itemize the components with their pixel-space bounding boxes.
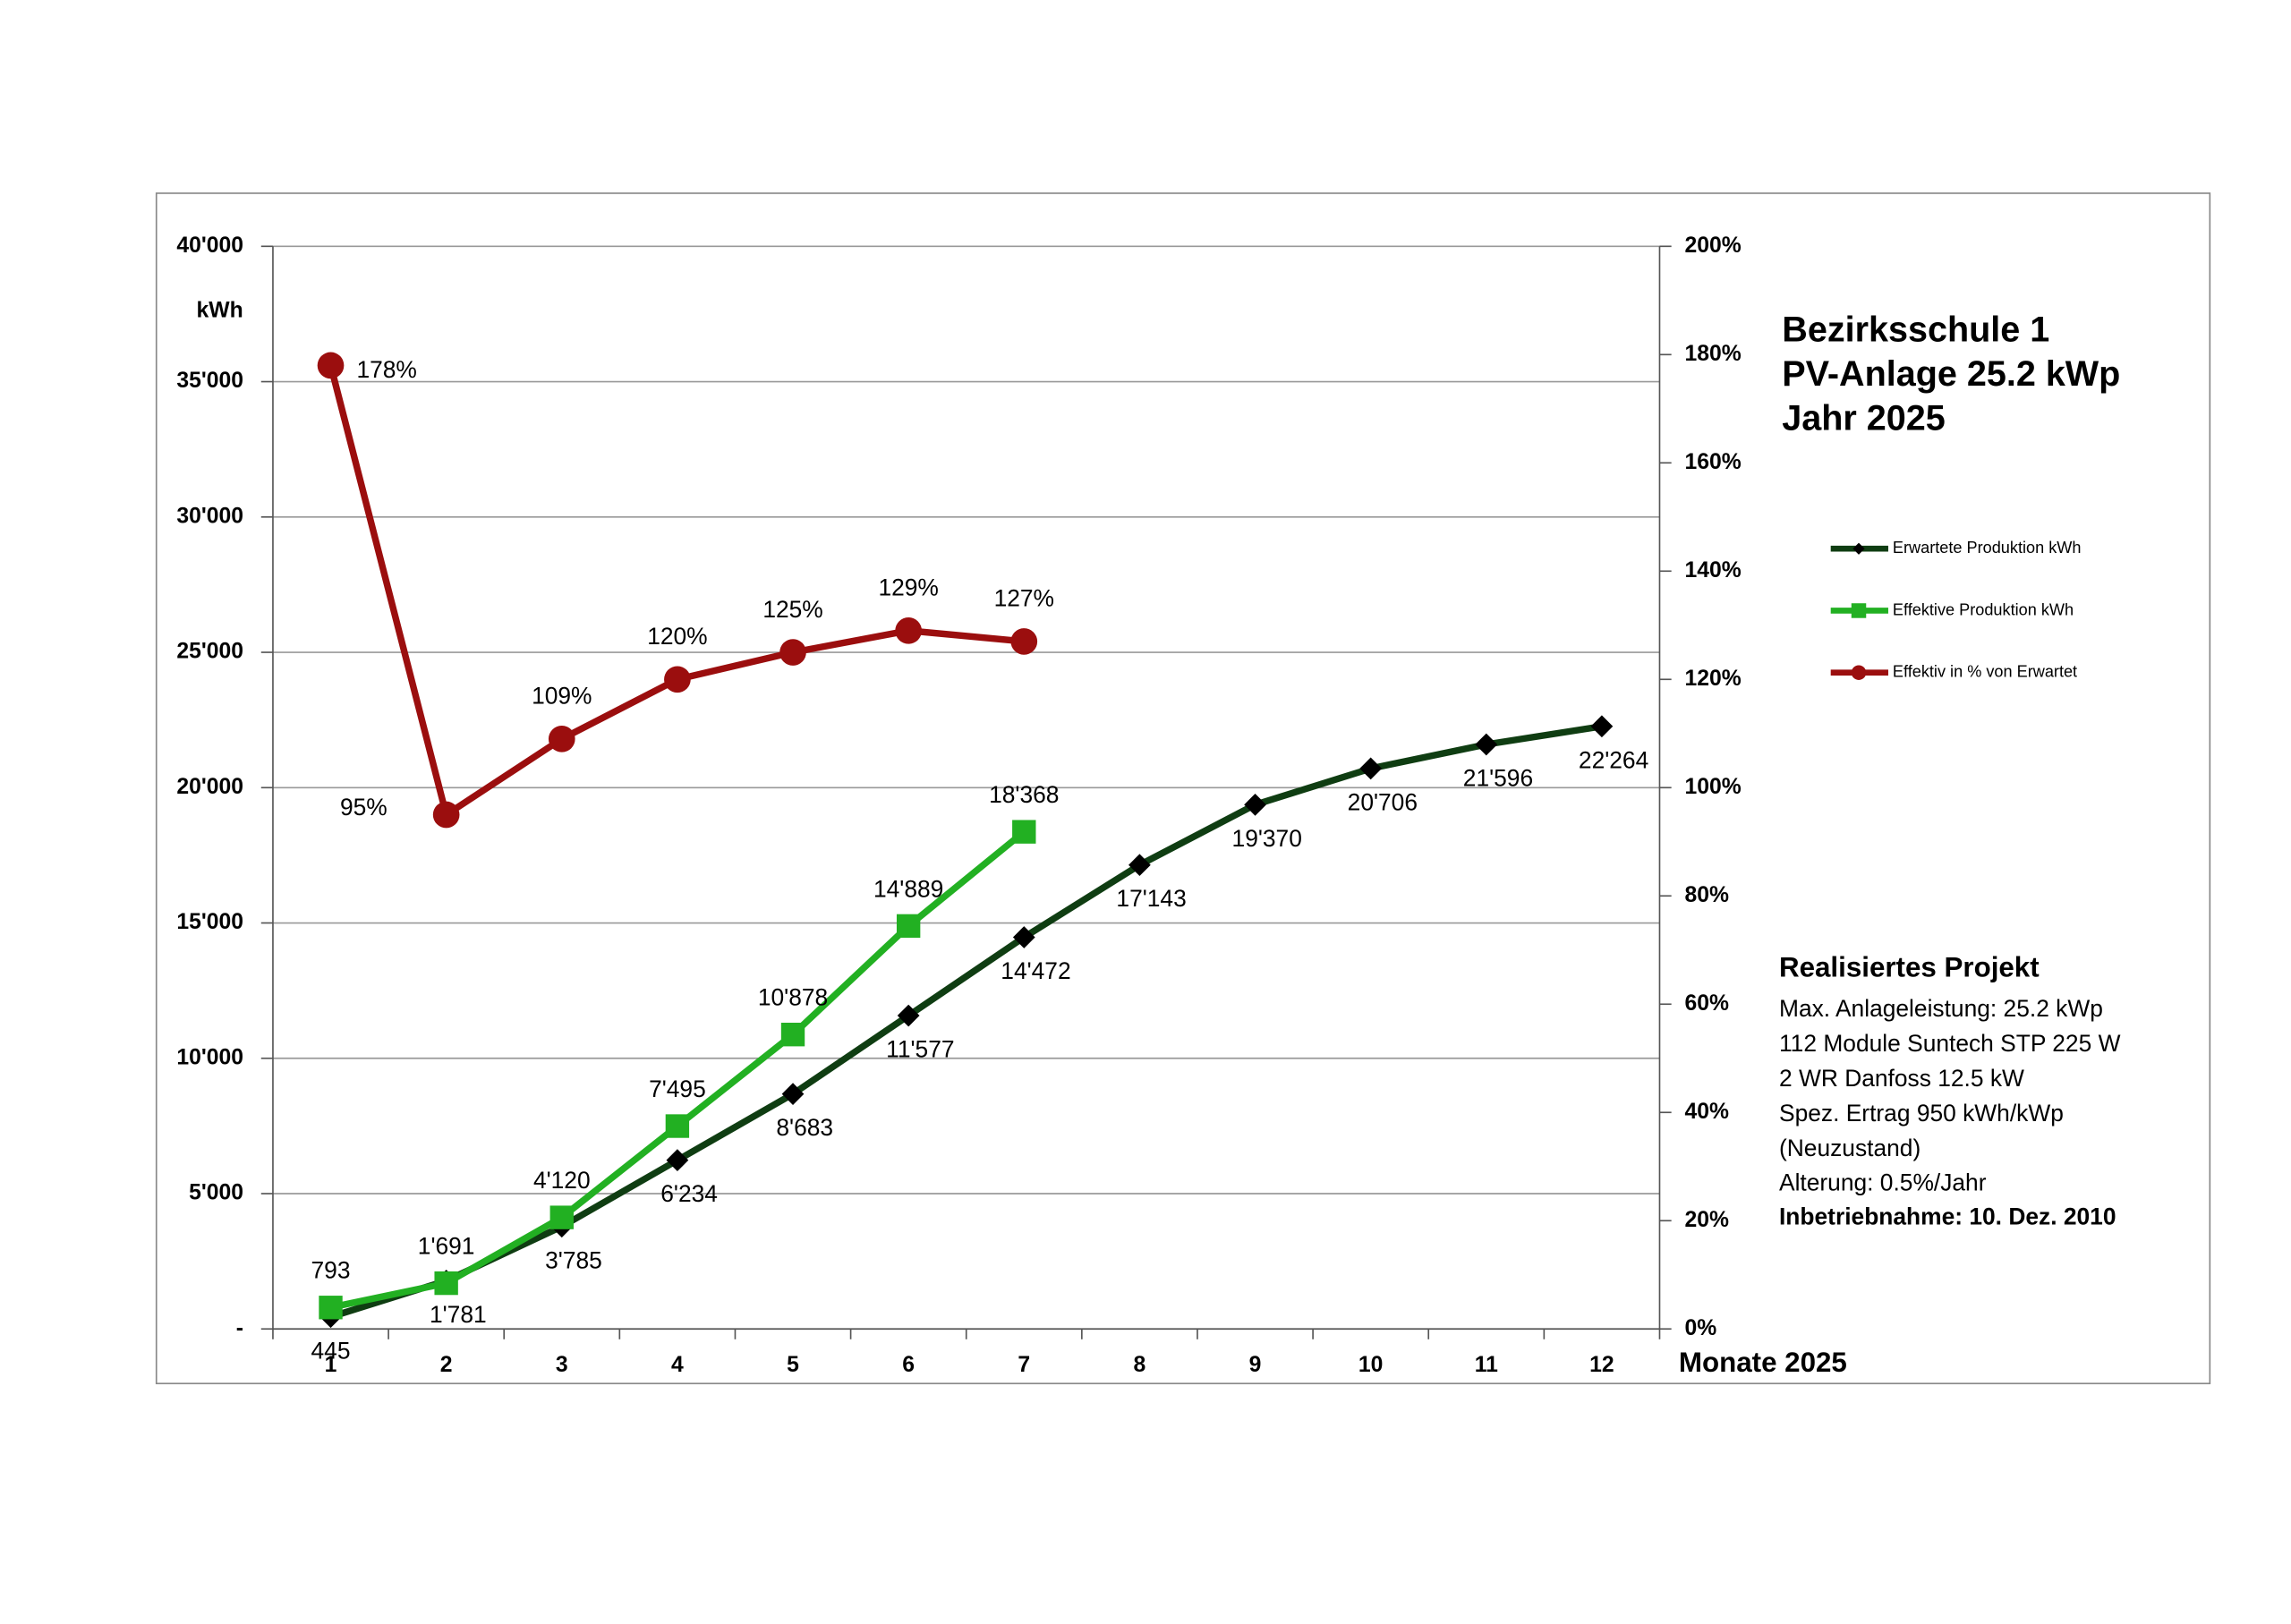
legend-label: Erwartete Produktion kWh [1893, 539, 2082, 557]
data-label: 20'706 [1348, 788, 1418, 815]
data-label: 8'683 [776, 1114, 833, 1141]
x-tick-label: 3 [556, 1353, 568, 1377]
y-tick-label: 15'000 [176, 910, 243, 934]
data-label: 7'495 [649, 1076, 706, 1102]
annotation-line: Alterung: 0.5%/Jahr [1779, 1169, 1987, 1196]
y-tick-label: 5'000 [189, 1181, 243, 1205]
x-tick-label: 7 [1018, 1353, 1030, 1377]
y-tick-label: - [236, 1316, 243, 1340]
annotation-footer: Inbetriebnahme: 10. Dez. 2010 [1779, 1203, 2116, 1230]
data-point [897, 1004, 920, 1027]
x-tick-label: 2 [440, 1353, 453, 1377]
data-point [779, 639, 806, 666]
y2-tick-label: 80% [1684, 883, 1728, 907]
x-tick-label: 6 [902, 1353, 915, 1377]
data-point [1475, 733, 1498, 756]
data-label: 120% [647, 623, 707, 650]
data-point [549, 1205, 574, 1229]
data-point [548, 725, 575, 752]
y-tick-label: 30'000 [176, 504, 243, 528]
y-tick-label: 25'000 [176, 640, 243, 664]
x-tick-label: 5 [787, 1353, 799, 1377]
x-tick-label: 1 [325, 1353, 337, 1377]
data-label: 14'889 [873, 875, 943, 902]
data-point [895, 616, 922, 644]
data-label: 18'368 [989, 781, 1059, 808]
x-tick-label: 9 [1249, 1353, 1262, 1377]
annotation-line: Spez. Ertrag 950 kWh/kWp [1779, 1100, 2064, 1127]
x-axis-label: Monate 2025 [1679, 1347, 1847, 1378]
y-tick-label: 40'000 [176, 234, 243, 258]
chart-title: PV-Anlage 25.2 kWp [1782, 354, 2120, 394]
x-tick-label: 10 [1358, 1353, 1384, 1377]
data-label: 1'691 [418, 1233, 475, 1260]
legend-label: Effektiv in % von Erwartet [1893, 662, 2077, 680]
x-tick-label: 8 [1134, 1353, 1146, 1377]
y2-tick-label: 60% [1684, 991, 1728, 1016]
data-label: 125% [762, 596, 822, 623]
y2-tick-label: 0% [1684, 1316, 1716, 1340]
data-label: 445 [311, 1337, 351, 1364]
data-point [434, 1271, 458, 1296]
y2-tick-label: 100% [1684, 775, 1741, 799]
data-label: 4'120 [533, 1167, 591, 1194]
data-label: 17'143 [1116, 885, 1186, 912]
data-label: 129% [878, 574, 938, 601]
y-axis-label: kWh [197, 298, 243, 322]
chart-title: Jahr 2025 [1782, 398, 1945, 438]
x-tick-label: 12 [1589, 1353, 1614, 1377]
y2-tick-label: 20% [1684, 1208, 1728, 1232]
data-label: 109% [532, 683, 592, 710]
legend-marker [1851, 665, 1867, 680]
data-point [1128, 854, 1151, 877]
data-label: 19'370 [1232, 825, 1302, 852]
data-label: 10'878 [758, 984, 828, 1011]
data-label: 11'577 [886, 1036, 954, 1063]
y-tick-label: 20'000 [176, 775, 243, 799]
data-point [664, 666, 691, 693]
annotation-line: (Neuzustand) [1779, 1135, 1921, 1161]
x-tick-label: 11 [1475, 1353, 1498, 1377]
series-line [329, 723, 1603, 1321]
data-label: 6'234 [660, 1180, 718, 1207]
data-label: 178% [356, 356, 416, 383]
data-point [1012, 820, 1036, 844]
data-point [317, 352, 345, 379]
data-point [666, 1149, 689, 1172]
data-label: 22'264 [1579, 746, 1648, 773]
y2-tick-label: 120% [1684, 667, 1741, 691]
data-point [665, 1114, 690, 1138]
data-point [1010, 628, 1038, 655]
y2-tick-label: 140% [1684, 558, 1741, 582]
y2-tick-label: 180% [1684, 342, 1741, 366]
data-label: 3'785 [545, 1246, 602, 1273]
annotation-line: Max. Anlageleistung: 25.2 kWp [1779, 995, 2103, 1022]
y-tick-label: 10'000 [176, 1045, 243, 1069]
y2-tick-label: 40% [1684, 1100, 1728, 1124]
annotation-line: 2 WR Danfoss 12.5 kW [1779, 1065, 2024, 1092]
data-point [1012, 926, 1035, 948]
y-tick-label: 35'000 [176, 369, 243, 393]
data-point [432, 801, 460, 829]
annotation-line: 112 Module Suntech STP 225 W [1779, 1030, 2121, 1057]
y2-tick-label: 200% [1684, 234, 1741, 258]
data-point [896, 914, 921, 939]
data-point [780, 1023, 805, 1047]
y2-tick-label: 160% [1684, 450, 1741, 474]
data-label: 95% [340, 794, 388, 821]
chart-title: Bezirksschule 1 [1782, 310, 2049, 349]
data-point [319, 1296, 343, 1320]
data-label: 1'781 [430, 1301, 487, 1328]
data-label: 21'596 [1463, 765, 1533, 792]
annotation-title: Realisiertes Projekt [1779, 951, 2040, 982]
x-tick-label: 4 [671, 1353, 684, 1377]
data-label: 793 [311, 1257, 351, 1284]
data-label: 127% [994, 585, 1054, 612]
legend-label: Effektive Produktion kWh [1893, 600, 2074, 618]
legend-marker [1851, 603, 1867, 618]
data-label: 14'472 [1001, 957, 1070, 984]
